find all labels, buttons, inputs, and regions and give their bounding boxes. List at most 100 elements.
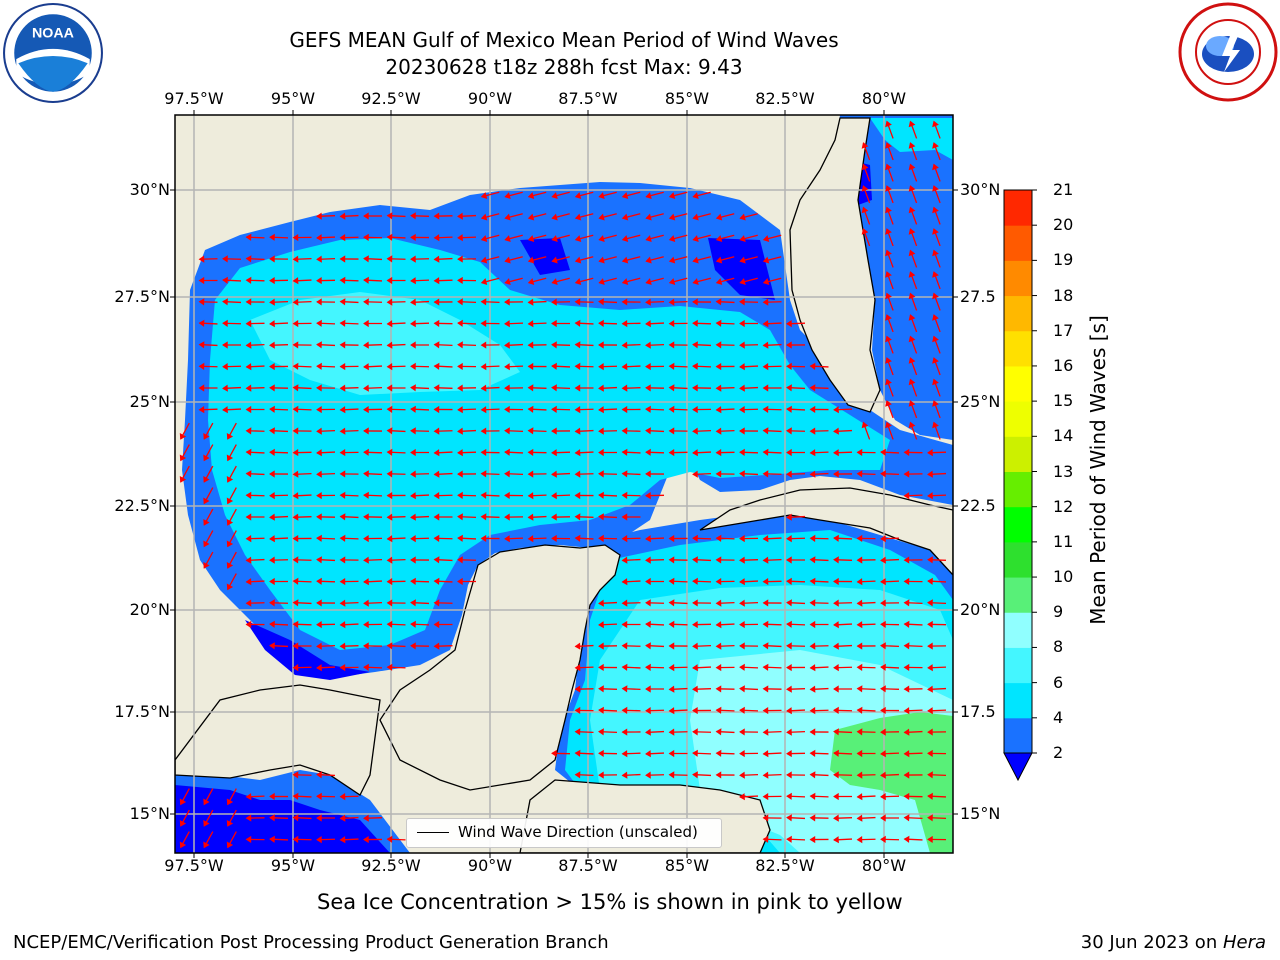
wind-arrow-head [715, 406, 722, 414]
wind-arrow-head [363, 470, 369, 478]
wind-arrow-head [551, 341, 557, 349]
wind-arrow-head [292, 233, 299, 242]
wind-arrow-head [386, 405, 393, 413]
wind-arrow-head [551, 513, 557, 521]
map-legend: Wind Wave Direction (unscaled) [406, 818, 722, 848]
wind-arrow-head [504, 470, 510, 478]
wind-arrow-head [551, 235, 558, 243]
wind-arrow-head [504, 213, 511, 221]
wind-arrow-head [762, 256, 770, 264]
wind-arrow-head [292, 664, 299, 672]
wind-arrow-head [692, 384, 698, 392]
wind-arrow-head [551, 749, 557, 758]
wind-arrow-head [339, 427, 346, 435]
wind-arrow-head [692, 577, 698, 585]
wind-arrow-head [179, 476, 187, 483]
wind-arrow-head [504, 235, 511, 243]
wind-arrow-head [786, 707, 792, 715]
lon-tick-label-bottom: 87.5°W [558, 856, 618, 875]
wind-arrow-head [645, 341, 651, 349]
wind-arrow-head [885, 163, 892, 171]
wind-arrow-head [903, 728, 910, 736]
wind-arrow-head [809, 620, 816, 629]
wind-arrow-head [433, 341, 440, 349]
wind-arrow-head [856, 706, 863, 714]
wind-arrow-head [668, 749, 675, 758]
wind-arrow-head [574, 362, 581, 370]
wind-arrow-head [903, 448, 910, 456]
wind-arrow-head [856, 749, 863, 758]
wind-arrow-head [316, 341, 322, 349]
wind-arrow-head [433, 470, 440, 478]
wind-arrow-head [363, 448, 369, 456]
wind-arrow-head [292, 620, 299, 628]
wind-arrow-head [574, 449, 581, 457]
wind-arrow-head [903, 470, 910, 478]
wind-arrow-head [504, 491, 510, 500]
wind-arrow-head [386, 535, 393, 543]
wind-arrow-head [645, 278, 652, 286]
wind-arrow-head [786, 470, 792, 478]
wind-arrow-head [621, 470, 628, 478]
wind-arrow-head [621, 556, 628, 564]
wind-arrow-head [809, 642, 816, 650]
wind-arrow-head [598, 235, 605, 243]
wind-arrow-head [363, 233, 369, 241]
gulf-interior-light [250, 292, 520, 395]
wind-arrow-head [903, 792, 910, 800]
lat-tick-label-right: 20°N [960, 600, 1001, 619]
wind-arrow-head [880, 706, 886, 715]
wind-arrow-head [245, 298, 252, 306]
colorbar-tick-label: 4 [1053, 707, 1064, 727]
wind-arrow-head [621, 341, 628, 349]
wind-arrow-head [527, 535, 534, 543]
wind-arrow-head [645, 405, 651, 413]
yucatan-land [379, 544, 621, 791]
wind-arrow-head [598, 749, 604, 758]
wind-arrow-head [527, 256, 535, 264]
wind-arrow-head [861, 228, 869, 235]
wind-arrow-head [292, 405, 299, 413]
wind-arrow-head [715, 278, 723, 286]
wind-arrow-head [932, 271, 939, 278]
wind-arrow-head [316, 276, 322, 285]
wind-arrow-head [198, 255, 205, 263]
wind-arrow-head [692, 642, 698, 650]
wind-arrow-head [198, 384, 205, 392]
wind-arrow-head [433, 492, 440, 500]
wind-arrow-head [245, 384, 252, 392]
wind-arrow-head [645, 298, 651, 306]
wind-arrow-head [880, 620, 886, 629]
wind-arrow-head [833, 427, 839, 435]
lat-tick-label-left: 15°N [129, 804, 170, 823]
wind-arrow-head [245, 405, 252, 414]
noaa-logo-text: NOAA [32, 26, 74, 42]
wind-arrow-head [433, 556, 440, 564]
wind-direction-arrows [179, 120, 947, 849]
colorbar-cell [1004, 401, 1032, 437]
wind-arrow-head [504, 535, 510, 543]
wind-arrow-head [504, 405, 510, 414]
wind-arrow-head [292, 814, 299, 822]
wind-arrow-head [480, 406, 487, 414]
wind-arrow-head [598, 771, 604, 779]
wind-arrow-head [621, 235, 629, 243]
wind-arrow-head [386, 642, 393, 650]
wind-arrow-head [786, 427, 792, 435]
wind-arrow-head [762, 427, 769, 435]
wind-arrow-head [598, 599, 604, 607]
wind-arrow-head [551, 319, 557, 328]
wind-arrow-head [692, 599, 698, 607]
wind-arrow-head [316, 814, 322, 822]
wind-arrow-head [292, 362, 299, 370]
wind-arrow-head [903, 771, 910, 779]
wind-arrow-head [574, 534, 581, 542]
wind-arrow-head [932, 335, 939, 343]
wind-arrow-head [363, 363, 369, 371]
wind-arrow-head [551, 492, 557, 500]
wind-arrow-head [621, 750, 628, 758]
florida-land [789, 117, 881, 413]
wind-arrow-head [621, 278, 629, 286]
lon-tick-label-top: 92.5°W [361, 89, 421, 108]
wind-arrow-head [880, 793, 886, 801]
